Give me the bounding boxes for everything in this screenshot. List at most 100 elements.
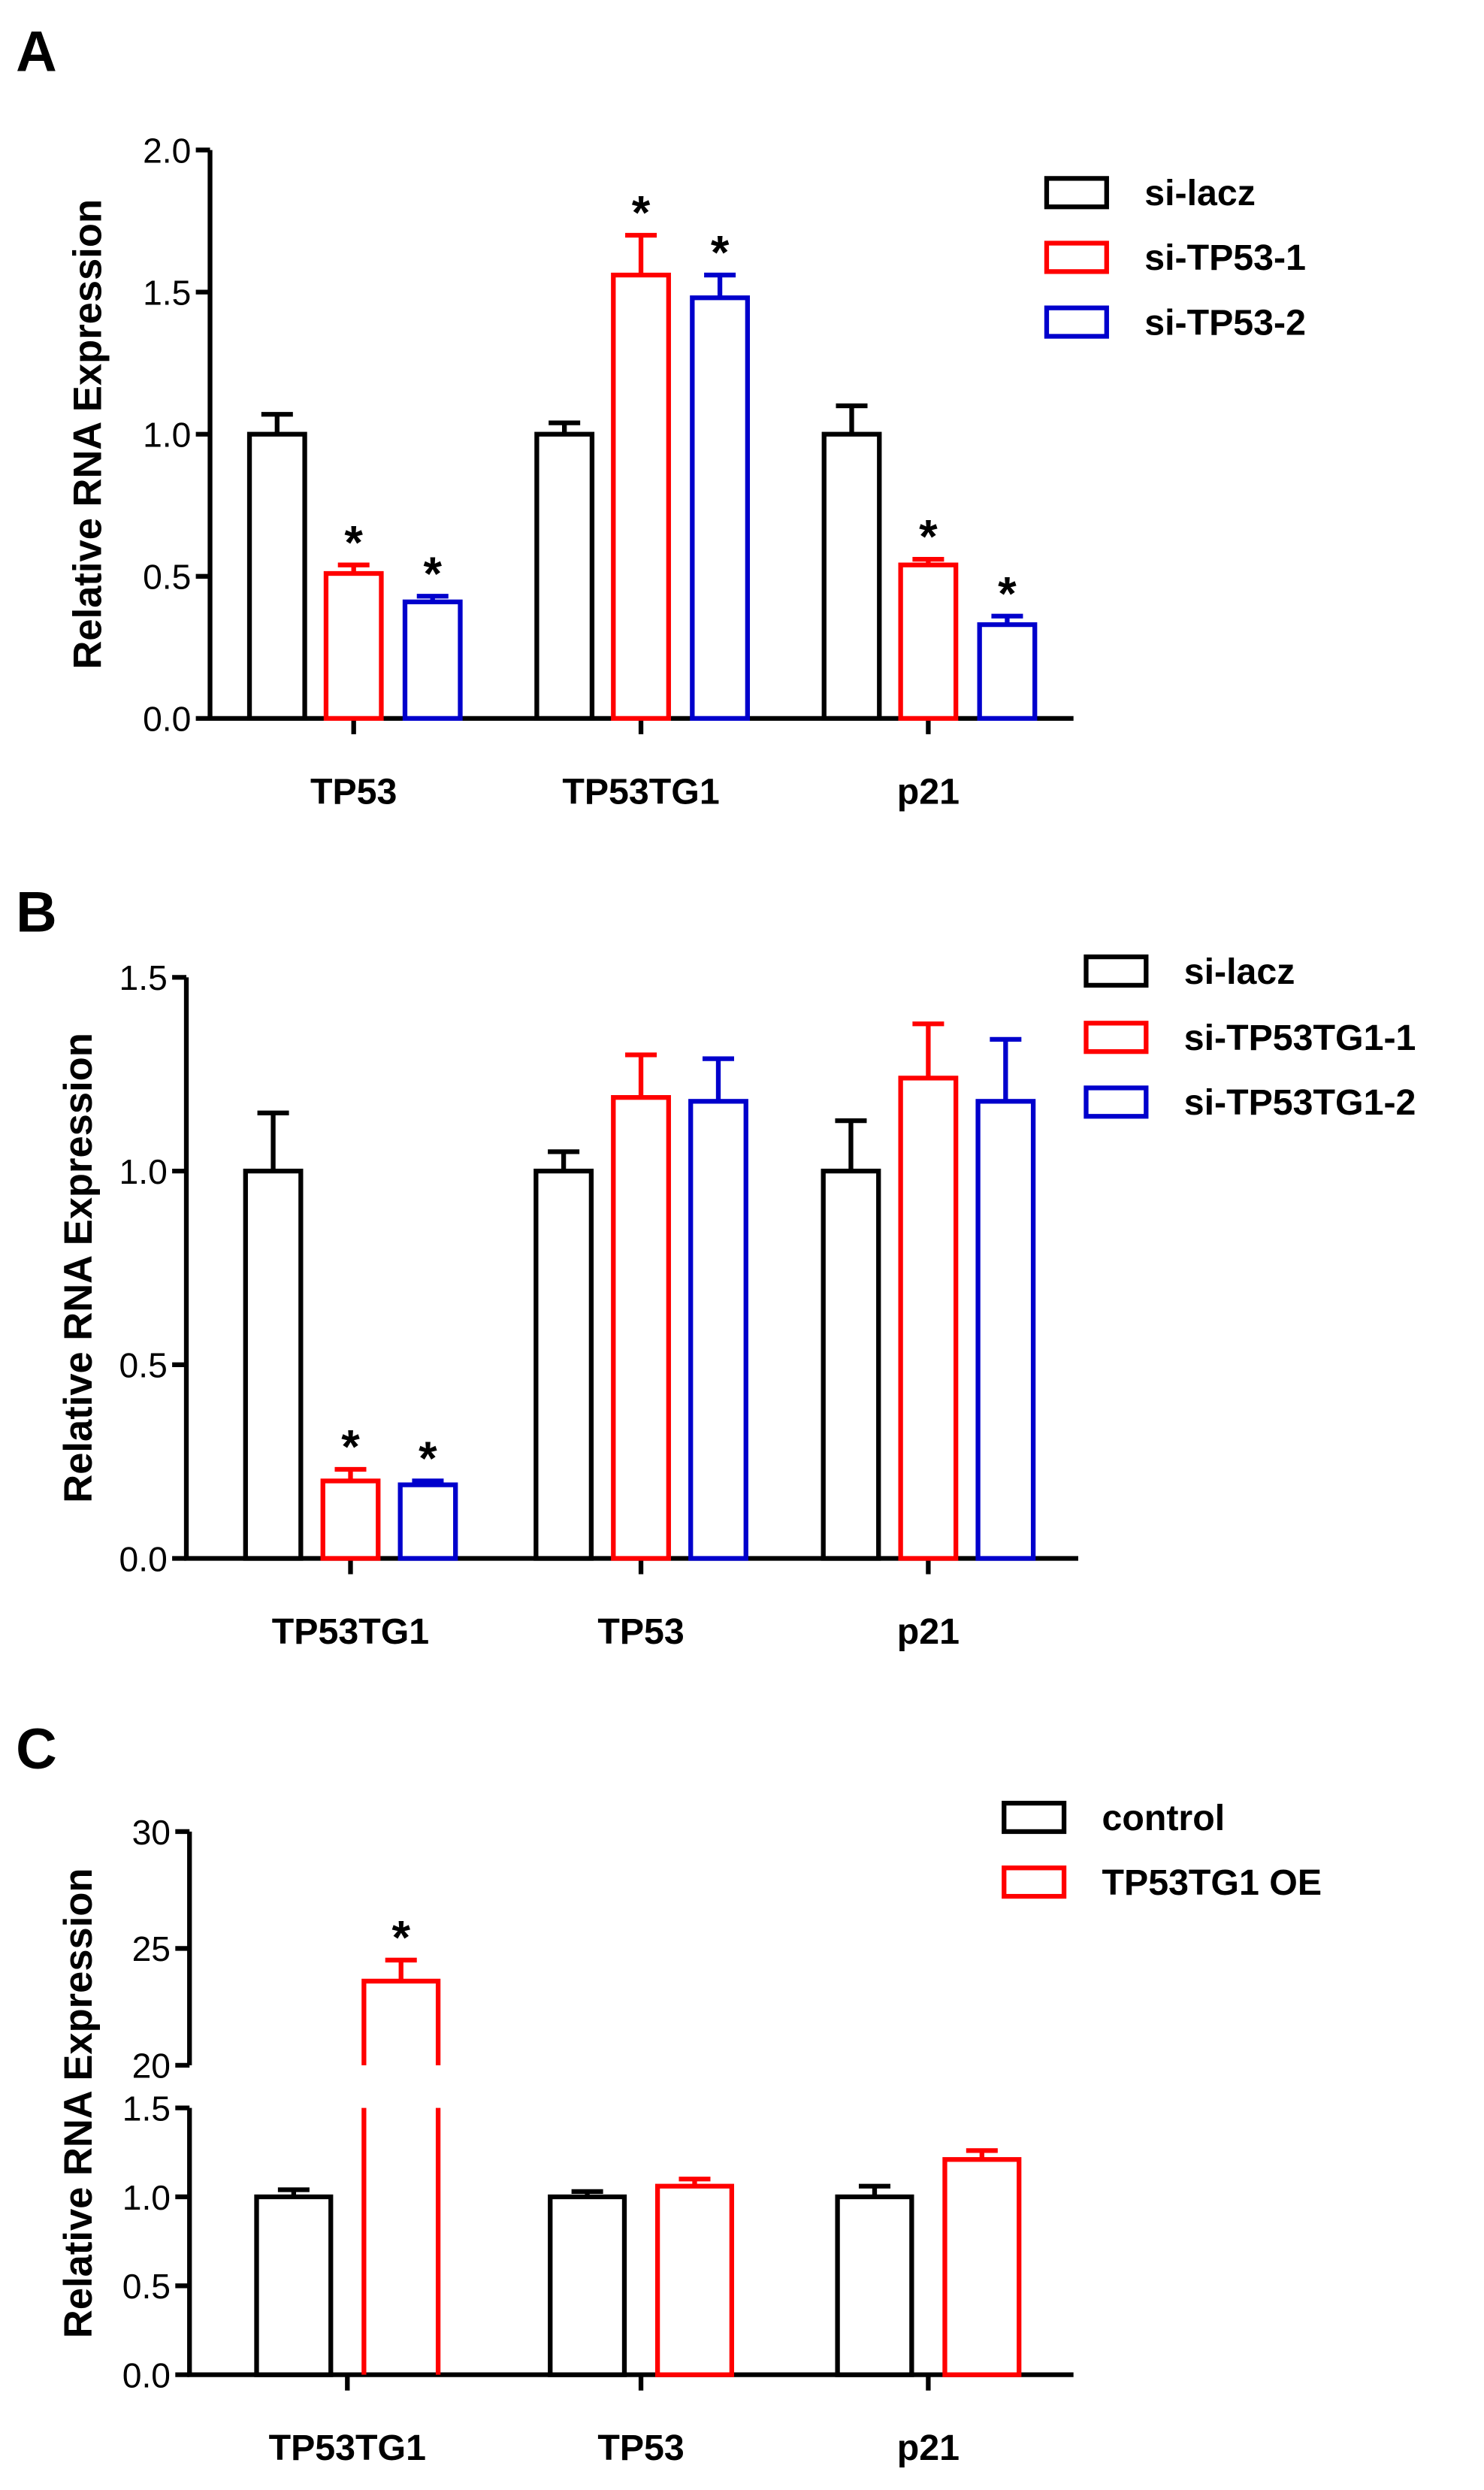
y-tick-label: 1.5 <box>122 2089 171 2128</box>
bar-group: * <box>320 1421 381 1561</box>
legend-swatch <box>1084 1085 1149 1119</box>
significance-star: * <box>919 511 938 564</box>
bar-group: * <box>690 227 751 722</box>
significance-star: * <box>391 1912 410 1965</box>
significance-star: * <box>344 516 363 569</box>
legend-swatch <box>1044 176 1109 210</box>
bar <box>690 295 751 722</box>
y-tick-label: 0.5 <box>122 2267 171 2306</box>
bar-group <box>942 2148 1022 2377</box>
legend-swatch <box>1002 1865 1067 1899</box>
bar <box>533 1168 594 1561</box>
y-tick-label: 1.0 <box>119 1152 168 1191</box>
significance-star: * <box>998 567 1017 620</box>
x-tick-label: p21 <box>897 2428 960 2468</box>
bar <box>361 1978 441 2065</box>
bar-group: * <box>611 187 671 722</box>
bar-group: * <box>402 548 463 722</box>
x-tick-label: TP53 <box>597 2428 684 2468</box>
legend-label: control <box>1102 1798 1225 1838</box>
bar-group <box>898 1021 959 1561</box>
legend-label: si-TP53TG1-1 <box>1184 1018 1416 1058</box>
bar-group <box>533 1149 594 1561</box>
bar-group <box>246 412 307 722</box>
bar-group <box>821 1118 881 1561</box>
y-tick-label: 1.0 <box>143 416 191 455</box>
y-tick-label: 0.0 <box>143 700 191 739</box>
panel-b: B 0.0 0.5 1.0 1.5 Relative RNA Expression TP53… <box>16 881 1416 1651</box>
y-tick-label: 30 <box>132 1813 171 1852</box>
bar <box>243 1168 304 1561</box>
legend-label: si-lacz <box>1144 173 1256 213</box>
bar <box>323 570 384 722</box>
legend-label: si-TP53-1 <box>1144 238 1306 278</box>
bar <box>534 431 595 722</box>
significance-star: * <box>419 1433 437 1485</box>
significance-star: * <box>632 187 651 240</box>
bar <box>397 1482 458 1561</box>
panel-a: A 0.0 0.5 1.0 1.5 2.0 Relative RNA Expression T… <box>16 21 1306 812</box>
y-tick-label: 20 <box>132 2047 171 2086</box>
bar-group: * <box>361 1912 441 2375</box>
significance-star: * <box>341 1421 360 1474</box>
x-tick-label: p21 <box>897 1611 960 1652</box>
legend-swatch <box>1084 1021 1149 1054</box>
bar-lower <box>361 2107 441 2375</box>
x-tick-label: TP53TG1 <box>272 1611 429 1652</box>
bar-group <box>821 403 882 722</box>
bar <box>975 1099 1036 1561</box>
bar-group <box>654 2177 734 2377</box>
bar <box>821 431 882 722</box>
legend-swatch <box>1044 305 1109 339</box>
bar <box>548 2194 627 2377</box>
bar <box>654 2183 734 2377</box>
y-tick-label: 1.5 <box>119 958 168 997</box>
bar <box>246 431 307 722</box>
bar <box>898 562 959 722</box>
bar <box>402 599 463 722</box>
bar <box>835 2194 914 2377</box>
y-tick-label: 0.0 <box>119 1539 168 1578</box>
bar <box>254 2194 334 2377</box>
y-axis-label: Relative RNA Expression <box>56 1033 101 1503</box>
bar <box>898 1076 959 1561</box>
bar-group <box>835 2183 914 2377</box>
panel-c: C 0.0 0.5 1.0 1.520 25 30 Relative RNA Expressi… <box>16 1718 1322 2468</box>
legend-label: si-lacz <box>1184 952 1295 992</box>
bar-group: * <box>323 516 384 722</box>
x-tick-label: TP53TG1 <box>562 771 719 812</box>
x-tick-label: p21 <box>897 771 960 812</box>
y-tick-label: 1.5 <box>143 273 191 312</box>
bar-group <box>611 1052 671 1561</box>
bar-group <box>688 1056 748 1561</box>
y-axis-label: Relative RNA Expression <box>66 199 110 670</box>
legend-swatch <box>1002 1800 1067 1835</box>
bar-group: * <box>898 511 959 722</box>
bar <box>688 1099 748 1561</box>
bar-group: * <box>977 567 1038 722</box>
y-tick-label: 0.5 <box>119 1346 168 1385</box>
bar-group <box>975 1036 1036 1561</box>
x-tick-label: TP53 <box>310 771 397 812</box>
significance-star: * <box>423 548 442 601</box>
bar <box>821 1168 881 1561</box>
legend-swatch <box>1044 241 1109 274</box>
y-tick-label: 0.5 <box>143 558 191 597</box>
bar <box>942 2157 1022 2377</box>
bar-group <box>254 2187 334 2377</box>
panel-label: A <box>16 21 57 84</box>
legend-label: si-TP53TG1-2 <box>1184 1082 1416 1123</box>
y-tick-label: 0.0 <box>122 2355 171 2395</box>
bar <box>611 272 671 722</box>
y-axis-label: Relative RNA Expression <box>56 1868 101 2339</box>
x-tick-label: TP53 <box>597 1611 684 1652</box>
y-tick-label: 1.0 <box>122 2178 171 2217</box>
bar-group <box>548 2189 627 2377</box>
panel-label: C <box>16 1718 57 1781</box>
x-tick-label: TP53TG1 <box>269 2428 426 2468</box>
legend-swatch <box>1084 954 1149 988</box>
bar <box>320 1478 381 1561</box>
bar-group <box>243 1110 304 1561</box>
legend-label: TP53TG1 OE <box>1102 1862 1322 1903</box>
